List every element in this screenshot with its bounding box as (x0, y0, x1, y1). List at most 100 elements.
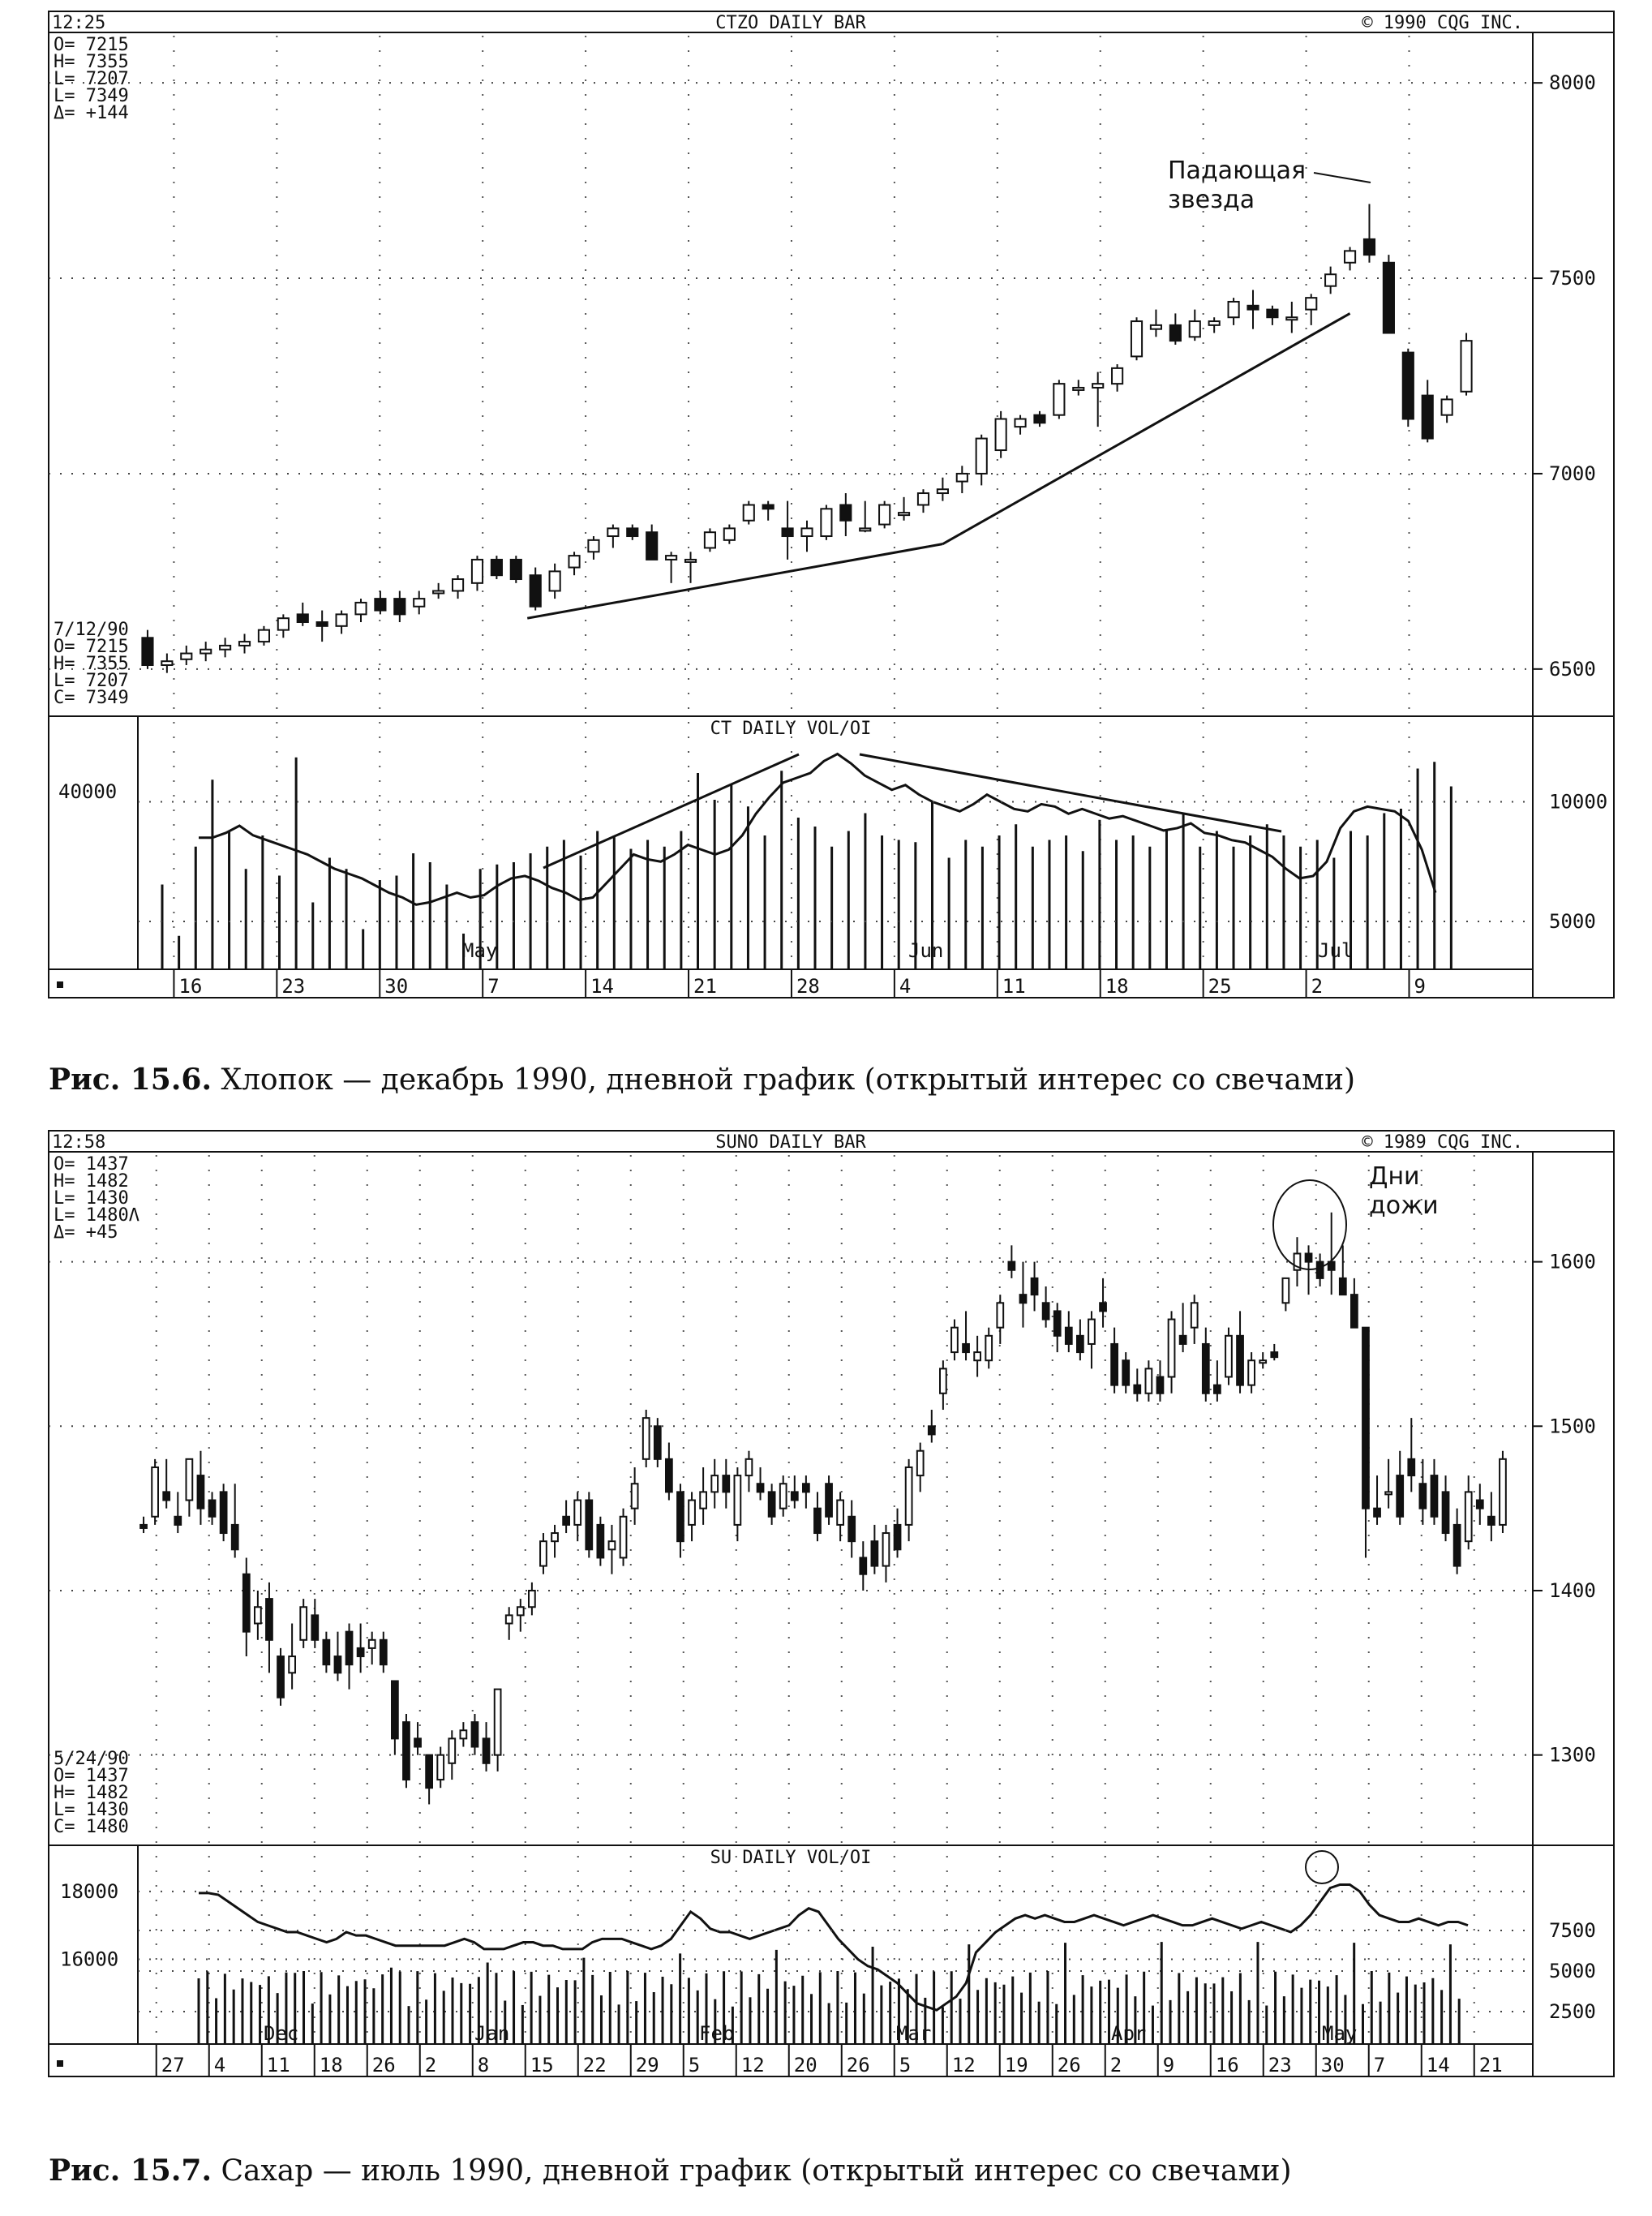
candle-body (676, 1491, 684, 1543)
candle-body (1304, 1252, 1313, 1263)
candle-body (1178, 1334, 1187, 1345)
chart-frame (48, 11, 1615, 998)
candle-body (859, 527, 872, 532)
candle-body (962, 1342, 970, 1354)
candle-body (688, 1499, 696, 1526)
candle-body (1460, 340, 1473, 393)
candle-body (1019, 1294, 1028, 1304)
candle-body (470, 558, 484, 584)
candle-body (1441, 1491, 1450, 1535)
candle-body (820, 508, 833, 538)
candle-body (151, 1466, 159, 1518)
price-tick-label: 1500 (1549, 1415, 1596, 1437)
candle-body (1315, 1260, 1324, 1279)
candle-body (1072, 386, 1085, 391)
date-tick-label: 16 (1216, 2054, 1239, 2076)
candle-body (684, 558, 697, 563)
candle-body (1293, 1252, 1302, 1271)
candle-body (653, 1425, 662, 1460)
candle-body (470, 1721, 479, 1748)
oi-tick-label: 18000 (60, 1880, 118, 1903)
caption-text: Хлопок — декабрь 1990, дневной график (о… (221, 1063, 1356, 1097)
candle-body (723, 527, 736, 541)
candle-body (374, 598, 387, 612)
date-tick-label: 15 (530, 2054, 554, 2076)
header-time: 12:58 (52, 1132, 105, 1153)
date-tick-label: 23 (1268, 2054, 1292, 2076)
candle-body (800, 527, 813, 538)
date-tick-label: 29 (636, 2054, 659, 2076)
date-tick-label: 26 (847, 2054, 870, 2076)
candle-body (1247, 1359, 1255, 1386)
oi-tick-label: 10000 (1549, 791, 1607, 814)
candle-body (277, 617, 290, 631)
candle-body (699, 1491, 707, 1510)
candle-body (1227, 300, 1240, 319)
candle-body (1007, 1260, 1016, 1271)
info-bottom-line: H= 1482 (54, 1783, 129, 1803)
annotation-text: дожи (1369, 1192, 1439, 1220)
annotation-arrow (1313, 172, 1371, 183)
date-tick-label: 8 (478, 2054, 489, 2076)
candle-body (345, 1630, 354, 1666)
candle-body (710, 1475, 719, 1493)
figure-caption-cotton: Рис. 15.6. Хлопок — декабрь 1990, дневно… (49, 1063, 1355, 1097)
info-top-line: O= 7215 (54, 35, 129, 55)
candle-body (413, 598, 426, 608)
candle-body (646, 531, 659, 560)
candle-body (174, 1515, 182, 1526)
candle-body (1407, 1458, 1416, 1477)
candle-body (897, 512, 911, 517)
candle-body (927, 1425, 936, 1436)
candle-body (1156, 1376, 1165, 1394)
candle-body (1396, 1475, 1405, 1518)
candle-body (1324, 273, 1337, 287)
candle-body (493, 1688, 502, 1756)
info-top-line: O= 1437 (54, 1154, 129, 1175)
price-tick-label: 1300 (1549, 1744, 1596, 1767)
candle-body (585, 1499, 594, 1551)
candle-body (568, 555, 581, 569)
info-bottom-line: O= 1437 (54, 1766, 129, 1786)
candle-body (1373, 1507, 1381, 1518)
open-interest-line (199, 752, 1437, 906)
corner-marker (57, 2060, 63, 2067)
annotation-text: Падающая (1168, 157, 1306, 185)
caption-text: Сахар — июль 1990, дневной график (откры… (221, 2154, 1292, 2188)
candle-body (180, 652, 193, 660)
candle-body (354, 601, 367, 616)
candle-body (1041, 1302, 1050, 1321)
candle-body (1382, 261, 1395, 334)
candle-body (139, 1523, 148, 1529)
candle-body (242, 1573, 251, 1633)
candle-body (402, 1721, 410, 1781)
candle-body (1475, 1499, 1484, 1510)
candle-body (1225, 1334, 1233, 1378)
candle-body (451, 578, 465, 592)
candle-body (1421, 394, 1434, 440)
candle-body (878, 504, 891, 526)
candle-body (1440, 398, 1453, 416)
candle-body (1213, 1384, 1221, 1394)
candle-body (1201, 1342, 1210, 1394)
candle-body (482, 1737, 491, 1764)
candle-body (1033, 414, 1046, 424)
month-label: Feb (699, 2022, 734, 2045)
figure-caption-sugar: Рис. 15.7. Сахар — июль 1990, дневной гр… (49, 2154, 1292, 2188)
candle-body (994, 418, 1007, 452)
candle-body (781, 527, 794, 538)
candle-body (1499, 1458, 1507, 1526)
candle-body (607, 527, 620, 538)
month-label: May (462, 939, 497, 962)
candle-body (630, 1483, 639, 1510)
candle-body (436, 1754, 445, 1781)
candle-body (219, 1491, 228, 1535)
candle-body (703, 531, 717, 549)
date-tick-label: 25 (1208, 975, 1232, 998)
candle-body (299, 1606, 308, 1641)
chart-frame (48, 1130, 1615, 2077)
candle-body (551, 1532, 559, 1543)
info-top-line: H= 7355 (54, 52, 129, 72)
info-bottom-line: 5/24/90 (54, 1749, 129, 1769)
candle-body (839, 504, 852, 522)
